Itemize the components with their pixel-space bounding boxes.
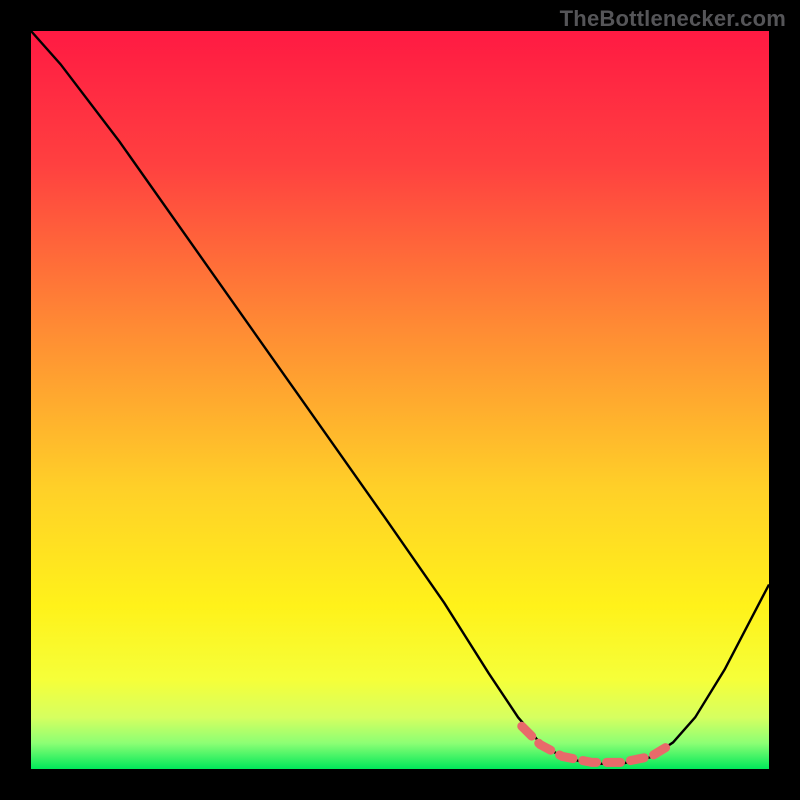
plot-svg [31,31,769,769]
plot-background [31,31,769,769]
watermark-text: TheBottlenecker.com [560,6,786,32]
chart-container: TheBottlenecker.com [0,0,800,800]
plot-area [31,31,769,769]
